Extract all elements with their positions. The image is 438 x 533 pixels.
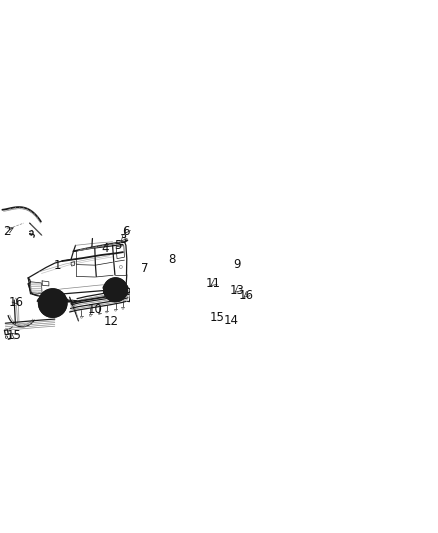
Text: 2: 2: [4, 224, 11, 238]
Text: 11: 11: [206, 277, 221, 290]
Text: 14: 14: [223, 314, 239, 327]
Text: 13: 13: [230, 284, 244, 297]
Text: 16: 16: [9, 296, 24, 309]
Text: 15: 15: [210, 311, 225, 325]
Text: 1: 1: [54, 259, 61, 272]
Text: 5: 5: [114, 239, 122, 252]
Text: 6: 6: [122, 225, 130, 238]
Circle shape: [39, 289, 67, 317]
Text: 10: 10: [88, 303, 103, 316]
Text: 9: 9: [233, 258, 241, 271]
Text: 15: 15: [7, 328, 21, 342]
Circle shape: [104, 278, 127, 302]
Text: 12: 12: [104, 315, 119, 328]
Text: 4: 4: [102, 243, 109, 255]
Text: 3: 3: [119, 232, 127, 246]
Text: 16: 16: [238, 289, 253, 302]
Text: 8: 8: [168, 253, 176, 266]
Text: 7: 7: [141, 262, 149, 274]
